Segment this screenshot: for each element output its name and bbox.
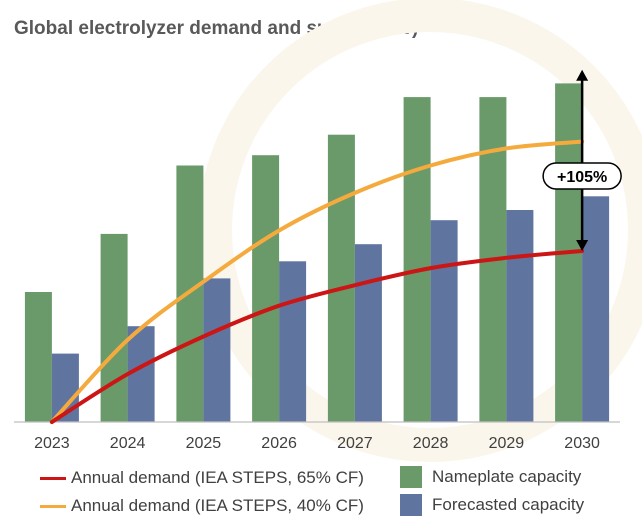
legend-item-demand-40: Annual demand (IEA STEPS, 40% CF) xyxy=(40,496,364,516)
bar-marks xyxy=(24,83,610,423)
line-annual-demand-iea-steps-65-cf xyxy=(49,249,585,424)
line-annual-demand-iea-steps-40-cf xyxy=(49,139,585,424)
x-tick-labels: 2023 2024 2025 2026 2027 2028 2029 2030 xyxy=(34,435,600,452)
annotation-pill xyxy=(542,162,622,190)
x-tick-2029: 2029 xyxy=(489,435,525,452)
bar-nameplate-capacity-2027 xyxy=(327,134,355,422)
bar-forecasted-capacity-2028 xyxy=(430,220,458,422)
legend-label-nameplate: Nameplate capacity xyxy=(432,467,582,486)
bar-nameplate-capacity-2026 xyxy=(252,155,280,422)
legend-label-demand-40: Annual demand (IEA STEPS, 40% CF) xyxy=(71,496,364,515)
bar-forecasted-capacity-2030 xyxy=(582,196,610,422)
bar-forecasted-capacity-2026 xyxy=(279,261,307,422)
x-tick-2024: 2024 xyxy=(110,435,146,452)
legend-swatch-forecasted xyxy=(400,494,422,516)
bar-nameplate-capacity-2024 xyxy=(100,233,128,422)
legend-swatch-demand-65 xyxy=(40,476,66,480)
x-tick-2023: 2023 xyxy=(34,435,70,452)
legend-swatch-demand-40 xyxy=(40,504,66,508)
x-tick-2026: 2026 xyxy=(261,435,297,452)
growth-annotation: +105% xyxy=(542,69,622,251)
demand-lines xyxy=(49,139,585,424)
legend: Annual demand (IEA STEPS, 65% CF) Annual… xyxy=(30,466,630,522)
background-decoration xyxy=(198,0,642,462)
x-tick-2027: 2027 xyxy=(337,435,373,452)
bar-forecasted-capacity-2024 xyxy=(127,326,155,422)
x-tick-2028: 2028 xyxy=(413,435,449,452)
legend-label-forecasted: Forecasted capacity xyxy=(432,495,585,514)
legend-item-forecasted: Forecasted capacity xyxy=(400,494,584,516)
legend-swatch-nameplate xyxy=(400,466,422,488)
x-tick-2030: 2030 xyxy=(564,435,600,452)
bar-forecasted-capacity-2029 xyxy=(506,210,534,422)
annotation-label: +105% xyxy=(557,169,607,186)
legend-item-nameplate: Nameplate capacity xyxy=(400,466,581,488)
annotation-arrow-up-head xyxy=(576,69,589,81)
bar-nameplate-capacity-2023 xyxy=(24,292,52,422)
bar-forecasted-capacity-2025 xyxy=(203,278,231,422)
background-ring xyxy=(198,0,642,462)
bar-forecasted-capacity-2027 xyxy=(354,244,382,422)
annotation-arrow-down-head xyxy=(576,240,589,251)
legend-label-demand-65: Annual demand (IEA STEPS, 65% CF) xyxy=(71,468,364,487)
x-tick-2025: 2025 xyxy=(186,435,222,452)
legend-item-demand-65: Annual demand (IEA STEPS, 65% CF) xyxy=(40,468,364,488)
bar-nameplate-capacity-2028 xyxy=(403,97,431,422)
bar-forecasted-capacity-2023 xyxy=(51,353,79,422)
